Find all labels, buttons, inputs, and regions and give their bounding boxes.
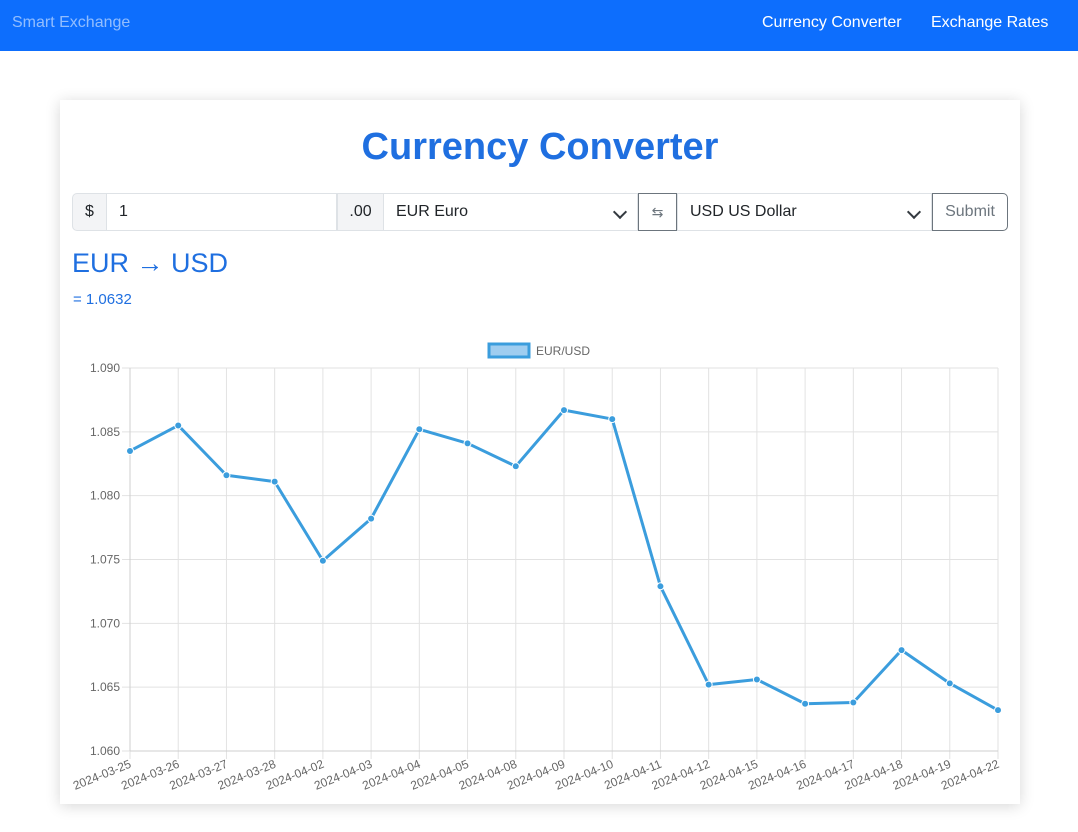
swap-button[interactable]: ⇆	[638, 193, 677, 231]
data-point	[560, 406, 568, 415]
conversion-rate: = 1.0632	[73, 291, 132, 308]
y-tick-label: 1.080	[90, 489, 120, 503]
navbar: Smart Exchange Currency Converter Exchan…	[0, 0, 1078, 51]
data-point	[849, 698, 858, 707]
nav-link-currency-converter[interactable]: Currency Converter	[762, 14, 902, 31]
brand-link[interactable]: Smart Exchange	[12, 14, 131, 31]
from-currency-value: EUR Euro	[396, 203, 469, 220]
y-tick-label: 1.060	[90, 744, 120, 758]
to-currency-select[interactable]: USD US Dollar	[677, 193, 932, 231]
currency-symbol-addon: $	[72, 193, 107, 231]
data-point	[415, 425, 424, 434]
data-point	[897, 646, 906, 655]
data-point	[608, 415, 617, 424]
data-point	[945, 679, 954, 688]
data-point	[270, 477, 279, 486]
y-tick-label: 1.085	[90, 425, 120, 439]
nav-link-exchange-rates[interactable]: Exchange Rates	[931, 14, 1049, 31]
swap-icon: ⇆	[651, 204, 664, 220]
exchange-rate-chart: 1.0901.0851.0801.0751.0701.0651.0602024-…	[71, 342, 1002, 793]
y-tick-label: 1.065	[90, 680, 120, 694]
data-point	[704, 680, 713, 689]
data-point	[126, 446, 134, 455]
cents-addon: .00	[337, 193, 384, 231]
data-point	[222, 471, 231, 480]
page-title: Currency Converter	[361, 126, 719, 168]
to-currency-value: USD US Dollar	[690, 203, 797, 220]
converter-input-group: $ 1 .00 EUR Euro ⇆ USD US Dollar Submit	[72, 193, 1008, 231]
data-point	[994, 706, 1002, 715]
from-currency-select[interactable]: EUR Euro	[383, 193, 638, 231]
submit-button[interactable]: Submit	[932, 193, 1008, 231]
amount-input[interactable]: 1	[106, 193, 337, 231]
legend-label: EUR/USD	[536, 344, 590, 358]
converter-card: Currency Converter $ 1 .00 EUR Euro ⇆ US…	[60, 100, 1020, 804]
data-point	[511, 462, 520, 471]
data-point	[752, 675, 761, 684]
data-point	[801, 699, 810, 708]
y-tick-label: 1.070	[90, 616, 120, 630]
legend-swatch	[487, 342, 531, 359]
data-point	[367, 514, 376, 523]
currency-pair-heading: EUR → USD	[72, 248, 229, 278]
data-point	[656, 582, 665, 591]
y-tick-label: 1.075	[90, 553, 120, 567]
data-point	[463, 439, 472, 448]
data-point	[318, 556, 327, 565]
data-point	[174, 421, 183, 430]
y-tick-label: 1.090	[90, 361, 120, 375]
